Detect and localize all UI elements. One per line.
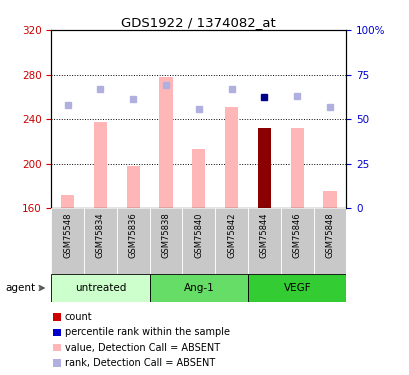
Bar [51,208,84,274]
Text: rank, Detection Call = ABSENT: rank, Detection Call = ABSENT [65,358,214,368]
Text: VEGF: VEGF [283,283,310,293]
Text: GSM75846: GSM75846 [292,212,301,258]
Text: GSM75838: GSM75838 [161,212,170,258]
Bar [192,149,205,208]
Text: count: count [65,312,92,322]
Text: GSM75840: GSM75840 [194,212,203,258]
Bar [117,208,149,274]
Bar [94,122,107,208]
Bar [225,107,238,208]
Bar [159,77,172,208]
Bar [247,208,280,274]
Bar [51,274,149,302]
Bar [61,195,74,208]
Text: percentile rank within the sample: percentile rank within the sample [65,327,229,337]
Bar [257,128,270,208]
Text: GSM75836: GSM75836 [128,212,137,258]
Text: agent: agent [5,283,35,293]
Bar [323,191,336,208]
Bar [182,208,215,274]
Text: GSM75548: GSM75548 [63,212,72,258]
Text: untreated: untreated [74,283,126,293]
Bar [290,128,303,208]
Bar [247,274,346,302]
Bar [280,208,313,274]
Text: GSM75842: GSM75842 [227,212,236,258]
Text: GSM75834: GSM75834 [96,212,105,258]
Bar [215,208,247,274]
Bar [126,166,139,208]
Bar [313,208,346,274]
Text: Ang-1: Ang-1 [183,283,213,293]
Bar [149,274,247,302]
Text: GSM75844: GSM75844 [259,212,268,258]
Text: GSM75848: GSM75848 [325,212,334,258]
Text: value, Detection Call = ABSENT: value, Detection Call = ABSENT [65,343,219,352]
Bar [84,208,117,274]
Bar [149,208,182,274]
Title: GDS1922 / 1374082_at: GDS1922 / 1374082_at [121,16,276,29]
